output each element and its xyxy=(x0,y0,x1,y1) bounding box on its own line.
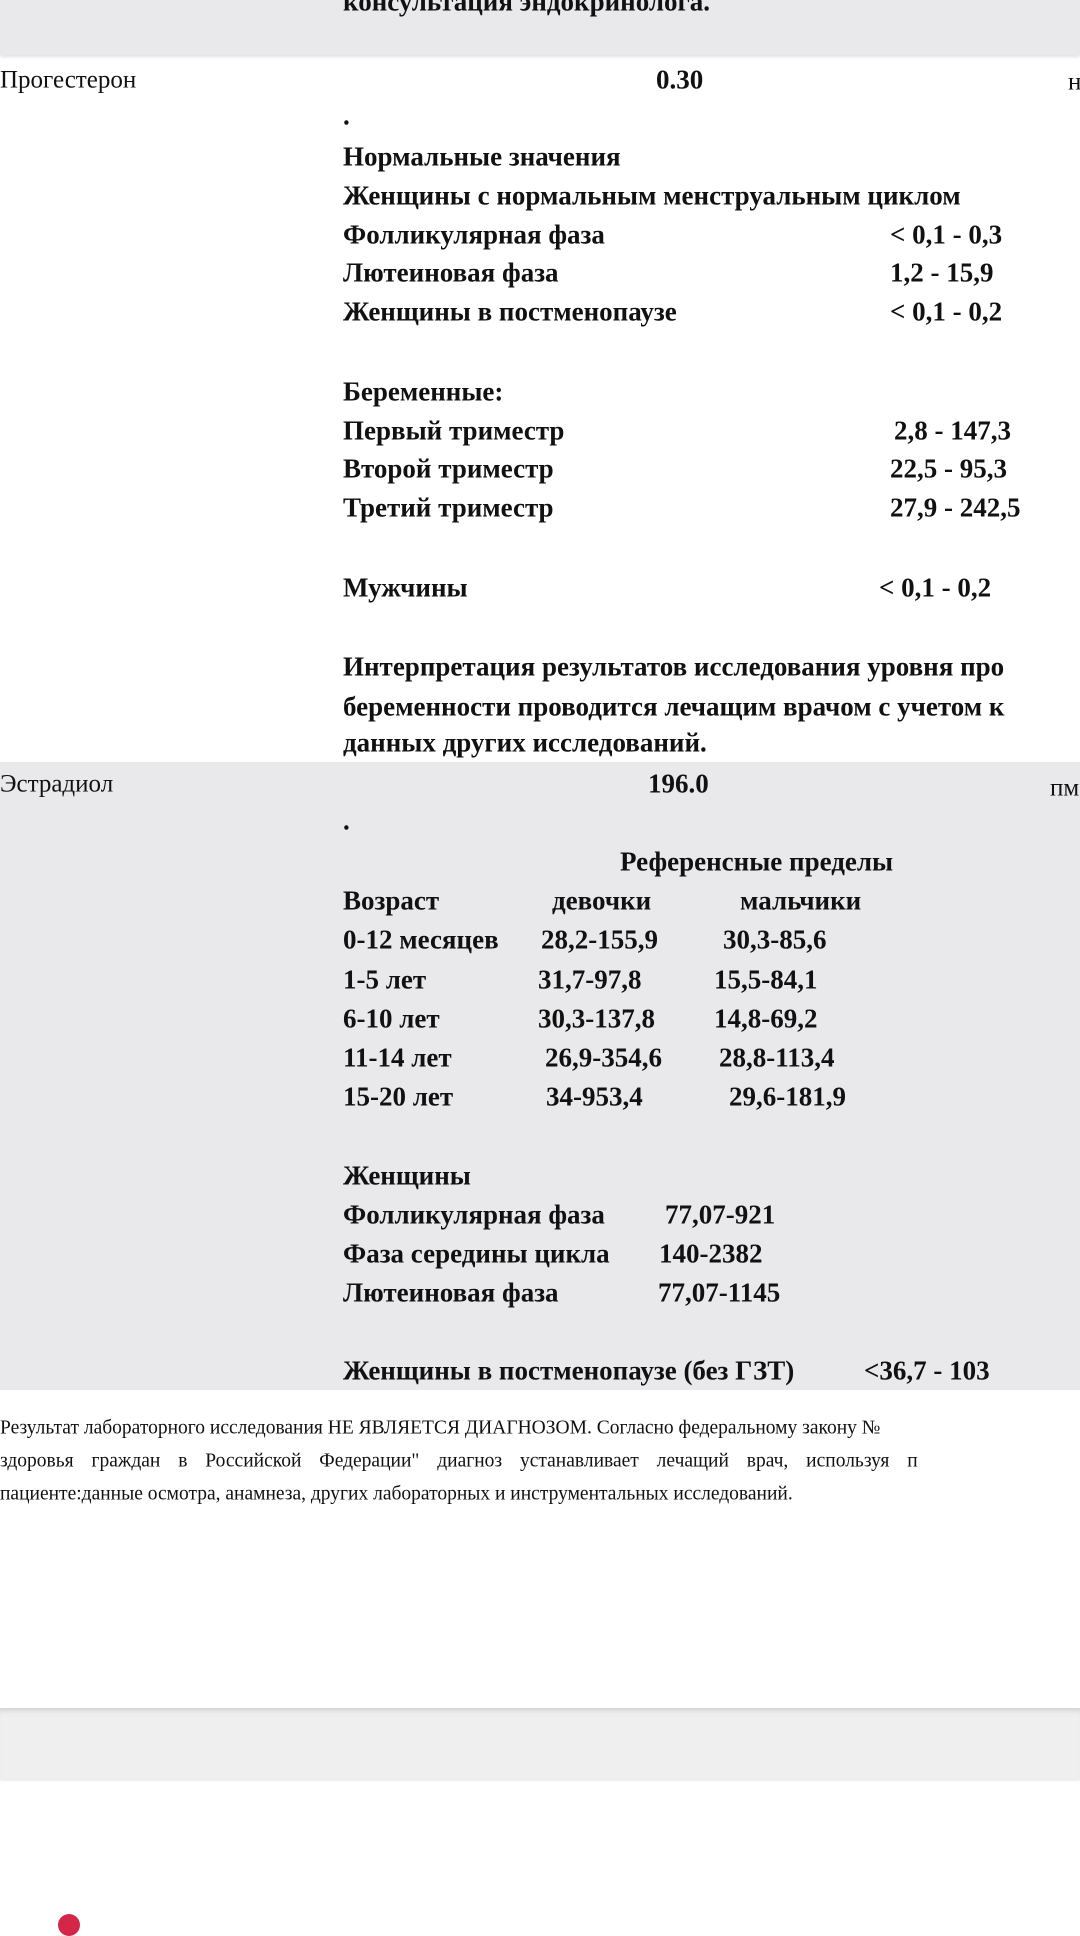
women-heading: Женщины xyxy=(343,1160,471,1191)
previous-result-section xyxy=(0,0,1080,55)
ref-range: <36,7 - 103 xyxy=(864,1355,990,1386)
interpretation-line: Интерпретация результатов исследования у… xyxy=(343,651,1005,682)
app-logo-icon xyxy=(58,1914,80,1936)
dot: . xyxy=(343,100,350,131)
ref-label: Фаза середины цикла xyxy=(343,1238,610,1269)
test-unit: н xyxy=(1068,68,1080,96)
girls-cell: 28,2-155,9 xyxy=(541,924,658,955)
boys-cell: 14,8-69,2 xyxy=(714,1003,818,1034)
girls-cell: 34-953,4 xyxy=(546,1081,643,1112)
ref-label: Мужчины xyxy=(343,572,468,603)
age-cell: 0-12 месяцев xyxy=(343,924,499,955)
girls-cell: 30,3-137,8 xyxy=(538,1003,655,1034)
ref-label: Второй триместр xyxy=(343,453,554,484)
ref-range: 77,07-1145 xyxy=(658,1277,781,1308)
age-cell: 15-20 лет xyxy=(343,1081,454,1112)
ref-label: Лютеиновая фаза xyxy=(343,257,559,288)
ref-label: Третий триместр xyxy=(343,492,554,523)
ref-range: 77,07-921 xyxy=(665,1199,776,1230)
girls-cell: 31,7-97,8 xyxy=(538,964,642,995)
ref-range: 140-2382 xyxy=(659,1238,763,1269)
ref-range: < 0,1 - 0,2 xyxy=(879,572,992,603)
previous-note: консультация эндокринолога. xyxy=(343,0,711,17)
ref-label: Фолликулярная фаза xyxy=(343,219,605,250)
ref-range: 27,9 - 242,5 xyxy=(890,492,1021,523)
pregnant-heading: Беременные: xyxy=(343,376,504,407)
boys-cell: 29,6-181,9 xyxy=(729,1081,846,1112)
disclaimer-line: пациенте:данные осмотра, анамнеза, други… xyxy=(0,1483,793,1505)
ref-label: Первый триместр xyxy=(343,415,565,446)
bottom-toolbar xyxy=(0,1708,1080,1779)
interpretation-line: данных других исследований. xyxy=(343,727,707,758)
col-girls: девочки xyxy=(552,885,652,916)
test-name: Эстрадиол xyxy=(0,770,114,798)
interpretation-line: беременности проводится лечащим врачом с… xyxy=(343,691,1005,722)
col-boys: мальчики xyxy=(740,885,862,916)
ref-range: 2,8 - 147,3 xyxy=(894,415,1011,446)
test-value: 196.0 xyxy=(648,768,709,799)
ref-label: Фолликулярная фаза xyxy=(343,1199,605,1230)
col-age: Возраст xyxy=(343,885,440,916)
age-cell: 6-10 лет xyxy=(343,1003,440,1034)
boys-cell: 15,5-84,1 xyxy=(714,964,818,995)
dot: . xyxy=(343,805,350,836)
ref-subheading: Женщины с нормальным менструальным цикло… xyxy=(343,180,961,211)
age-cell: 11-14 лет xyxy=(343,1042,452,1073)
ref-range: < 0,1 - 0,3 xyxy=(890,219,1003,250)
ref-range: 1,2 - 15,9 xyxy=(890,257,994,288)
age-cell: 1-5 лет xyxy=(343,964,427,995)
test-name: Прогестерон xyxy=(0,66,137,94)
ref-range: < 0,1 - 0,2 xyxy=(890,296,1003,327)
ref-heading: Нормальные значения xyxy=(343,141,621,172)
test-value: 0.30 xyxy=(656,64,704,95)
disclaimer-line: Результат лабораторного исследования НЕ … xyxy=(0,1417,881,1439)
ref-heading: Референсные пределы xyxy=(620,846,894,877)
boys-cell: 30,3-85,6 xyxy=(723,924,827,955)
ref-label: Женщины в постменопаузе xyxy=(343,296,677,327)
boys-cell: 28,8-113,4 xyxy=(719,1042,835,1073)
disclaimer-line: здоровья граждан в Российской Федерации"… xyxy=(0,1450,918,1472)
ref-label: Женщины в постменопаузе (без ГЗТ) xyxy=(343,1355,795,1386)
girls-cell: 26,9-354,6 xyxy=(545,1042,662,1073)
ref-label: Лютеиновая фаза xyxy=(343,1277,559,1308)
estradiol-section xyxy=(0,762,1080,1390)
ref-range: 22,5 - 95,3 xyxy=(890,453,1007,484)
test-unit: пм xyxy=(1050,774,1080,802)
